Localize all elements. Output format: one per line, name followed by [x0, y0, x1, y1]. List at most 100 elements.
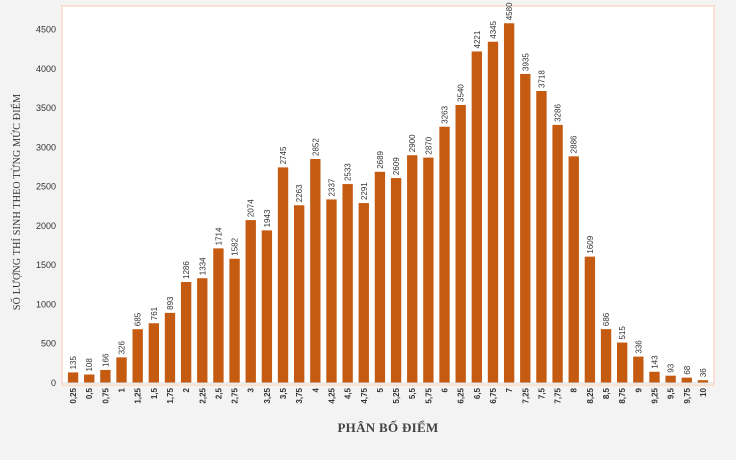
data-label: 4580 — [505, 2, 514, 20]
bar-5,75 — [423, 157, 434, 383]
x-tick-label: 5,75 — [424, 387, 433, 403]
bar-0,75 — [100, 369, 111, 383]
data-label: 108 — [85, 358, 94, 372]
bar-5,5 — [407, 155, 418, 383]
data-label: 2609 — [392, 157, 401, 175]
x-axis-ticks: 0,25 0,5 0,75 1 1,25 1,5 1,75 2 2,25 2,5 2,75 3 3,25… — [69, 387, 708, 403]
x-tick-label: 8,75 — [618, 387, 627, 403]
bar-1,5 — [148, 323, 159, 383]
data-labels-group: 135 108 166 326 685 761 893 1286 1334 1714 1582 207… — [69, 2, 708, 377]
x-tick-label: 5 — [376, 387, 385, 392]
data-label: 143 — [650, 355, 659, 369]
y-tick-label: 3000 — [36, 142, 56, 152]
bar-2 — [180, 282, 192, 383]
data-label: 1286 — [182, 261, 191, 279]
x-tick-label: 2,5 — [214, 387, 223, 399]
x-tick-label: 6,5 — [473, 387, 482, 399]
y-tick-label: 2500 — [36, 182, 56, 192]
data-label: 3718 — [537, 70, 546, 88]
x-tick-label: 0,25 — [69, 387, 78, 403]
x-tick-label: 6 — [441, 387, 450, 392]
x-tick-label: 5,5 — [408, 387, 417, 399]
data-label: 135 — [69, 356, 78, 370]
x-tick-label: 7 — [505, 387, 514, 392]
bar-7,25 — [520, 73, 531, 383]
bar-2,5 — [213, 248, 224, 383]
data-label: 1714 — [214, 227, 223, 245]
x-tick-label: 1,5 — [150, 387, 159, 399]
y-tick-label: 500 — [41, 339, 56, 349]
x-tick-label: 7,5 — [537, 387, 546, 399]
bar-8 — [568, 156, 579, 383]
bar-9,75 — [681, 377, 692, 383]
x-tick-label: 8,25 — [586, 387, 595, 403]
bar-7 — [503, 23, 515, 384]
bars-group — [67, 23, 709, 384]
x-tick-label: 9,5 — [667, 387, 676, 399]
x-tick-label: 9 — [634, 387, 643, 392]
x-tick-label: 8 — [570, 387, 579, 392]
data-label: 2533 — [344, 163, 353, 181]
x-tick-label: 0,5 — [85, 387, 94, 399]
x-tick-label: 2 — [182, 387, 191, 392]
data-label: 2886 — [570, 135, 579, 153]
bar-5,25 — [390, 178, 402, 383]
data-label: 2745 — [279, 146, 288, 164]
bar-9,5 — [665, 375, 676, 383]
bar-0,25 — [67, 372, 79, 383]
bar-2,75 — [229, 258, 240, 383]
bar-6,75 — [487, 41, 499, 384]
y-axis-ticks: 0 500 1000 1500 2000 2500 3000 3500 4000 4500 — [36, 25, 56, 388]
data-label: 2689 — [376, 150, 385, 168]
x-tick-label: 1 — [118, 387, 127, 392]
data-label: 1609 — [586, 235, 595, 253]
bar-6,25 — [455, 104, 466, 384]
bar-1,25 — [132, 329, 143, 383]
bar-7,5 — [536, 90, 547, 383]
y-tick-label: 1500 — [36, 260, 56, 270]
bar-8,5 — [600, 329, 612, 383]
data-label: 2263 — [295, 184, 304, 202]
bar-0,5 — [84, 374, 95, 383]
bar-6,5 — [471, 51, 482, 383]
x-tick-label: 2,75 — [231, 387, 240, 403]
x-tick-label: 10 — [699, 387, 708, 396]
x-axis-title: PHÂN BỐ ĐIỂM — [337, 420, 438, 435]
bar-3,25 — [261, 230, 273, 383]
data-label: 2900 — [408, 134, 417, 152]
x-tick-label: 0,75 — [101, 387, 110, 403]
bar-1 — [116, 357, 127, 383]
x-tick-label: 9,25 — [650, 387, 659, 403]
x-tick-label: 3,5 — [279, 387, 288, 399]
data-label: 2870 — [424, 136, 433, 154]
x-tick-label: 2,25 — [198, 387, 207, 403]
bar-6 — [439, 126, 450, 383]
data-label: 2291 — [360, 182, 369, 200]
bar-1,75 — [164, 312, 176, 383]
bar-4,5 — [342, 184, 353, 383]
x-tick-label: 7,75 — [554, 387, 563, 403]
y-tick-label: 4000 — [36, 64, 56, 74]
data-label: 3286 — [554, 104, 563, 122]
data-label: 68 — [683, 365, 692, 374]
data-label: 326 — [118, 341, 127, 355]
data-label: 1943 — [263, 209, 272, 227]
bar-5 — [374, 171, 386, 383]
y-tick-label: 4500 — [36, 25, 56, 35]
bar-3,5 — [277, 167, 289, 383]
data-label: 3935 — [521, 53, 530, 71]
y-tick-label: 0 — [51, 378, 56, 388]
bar-4 — [310, 159, 321, 383]
bar-3 — [245, 220, 256, 383]
x-tick-label: 5,25 — [392, 387, 401, 403]
x-tick-label: 6,25 — [457, 387, 466, 403]
bar-2,25 — [197, 278, 208, 383]
x-tick-label: 1,75 — [166, 387, 175, 403]
bar-4,25 — [326, 199, 337, 383]
bar-4,75 — [358, 203, 369, 383]
bar-10 — [697, 380, 709, 383]
x-tick-label: 3 — [247, 387, 256, 392]
x-tick-label: 1,25 — [134, 387, 143, 403]
x-tick-label: 8,5 — [602, 387, 611, 399]
